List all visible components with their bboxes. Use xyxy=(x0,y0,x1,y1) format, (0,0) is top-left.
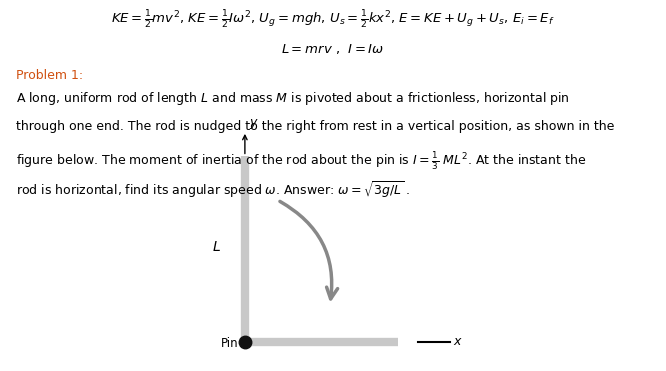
Text: A long, uniform rod of length $L$ and mass $M$ is pivoted about a frictionless, : A long, uniform rod of length $L$ and ma… xyxy=(17,90,570,107)
Text: figure below. The moment of inertia of the rod about the pin is $I = \frac{1}{3}: figure below. The moment of inertia of t… xyxy=(17,150,587,172)
Text: $L = mrv$ ,  $I = I\omega$: $L = mrv$ , $I = I\omega$ xyxy=(281,42,385,56)
Text: x: x xyxy=(454,335,461,348)
Text: Problem 1:: Problem 1: xyxy=(17,69,83,82)
Text: $KE = \frac{1}{2}mv^2$, $KE = \frac{1}{2}I\omega^2$, $U_g = mgh$, $U_s = \frac{1: $KE = \frac{1}{2}mv^2$, $KE = \frac{1}{2… xyxy=(111,9,555,31)
Text: Pin: Pin xyxy=(220,337,238,350)
Text: $L$: $L$ xyxy=(212,240,220,254)
Text: rod is horizontal, find its angular speed $\omega$. Answer: $\omega = \sqrt{3g/L: rod is horizontal, find its angular spee… xyxy=(17,180,411,200)
Text: through one end. The rod is nudged to the right from rest in a vertical position: through one end. The rod is nudged to th… xyxy=(17,120,615,133)
Text: y: y xyxy=(250,116,257,129)
